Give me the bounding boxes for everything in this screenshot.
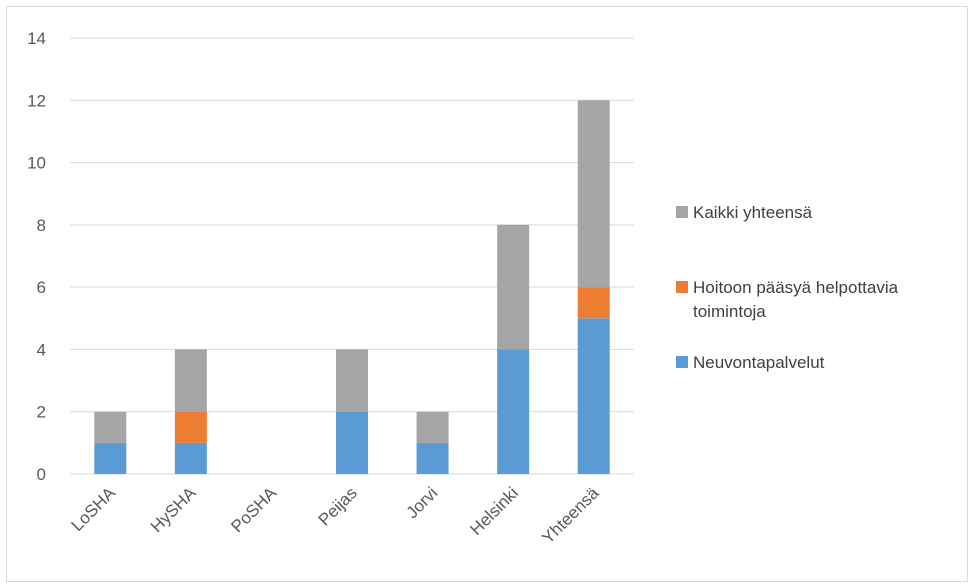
bar-neuvontapalvelut: [497, 349, 530, 474]
y-tick-label: 12: [27, 91, 46, 110]
bars: [94, 100, 610, 474]
legend-label-neuvontapalvelut: Neuvontapalvelut: [693, 353, 825, 372]
x-tick-label: Helsinki: [466, 483, 522, 539]
y-tick-label: 6: [37, 278, 46, 297]
legend-label-hoitoon-paasya-helpottavia-toimintoja: Hoitoon pääsyä helpottavia toimintoja: [693, 278, 899, 321]
legend: Kaikki yhteensä Hoitoon pääsyä helpottavi…: [676, 203, 899, 372]
x-tick-label: Yhteensä: [538, 483, 603, 548]
y-tick-label: 14: [27, 29, 46, 48]
bar-neuvontapalvelut: [174, 442, 207, 474]
x-tick-label: Jorvi: [403, 483, 442, 522]
y-axis-ticks: 0 2 4 6 8 10 12 14: [27, 29, 46, 484]
legend-swatch-hoitoon-paasya-helpottavia-toimintoja: [676, 281, 688, 293]
bar-neuvontapalvelut: [94, 442, 127, 474]
y-tick-label: 4: [37, 340, 46, 359]
chart-frame: [6, 6, 968, 582]
legend-swatch-kaikki-yhteensa: [676, 206, 688, 218]
bar-kaikki-yhteensa: [577, 100, 610, 288]
bar-hoitoon-paasya-helpottavia-toimintoja: [174, 411, 207, 443]
x-tick-label: LoSHA: [68, 483, 120, 535]
x-tick-label: HySHA: [147, 483, 200, 536]
bar-neuvontapalvelut: [577, 318, 610, 474]
x-axis-ticks: LoSHA HySHA PoSHA Peijas Jorvi Helsinki Yhteen…: [68, 483, 603, 548]
bar-kaikki-yhteensa: [416, 411, 449, 443]
y-tick-label: 2: [37, 403, 46, 422]
x-tick-label: PoSHA: [227, 483, 280, 536]
bar-neuvontapalvelut: [336, 411, 368, 474]
y-tick-label: 8: [37, 216, 46, 235]
bar-kaikki-yhteensa: [174, 349, 207, 412]
bar-kaikki-yhteensa: [94, 411, 127, 443]
bar-hoitoon-paasya-helpottavia-toimintoja: [577, 287, 610, 319]
bar-kaikki-yhteensa: [336, 349, 368, 412]
legend-swatch-neuvontapalvelut: [676, 356, 688, 368]
y-tick-label: 0: [37, 465, 46, 484]
gridlines: [70, 37, 634, 475]
bar-kaikki-yhteensa: [497, 224, 530, 350]
y-tick-label: 10: [27, 154, 46, 173]
bar-neuvontapalvelut: [416, 442, 449, 474]
legend-label-kaikki-yhteensa: Kaikki yhteensä: [693, 203, 813, 222]
x-tick-label: Peijas: [315, 483, 361, 529]
